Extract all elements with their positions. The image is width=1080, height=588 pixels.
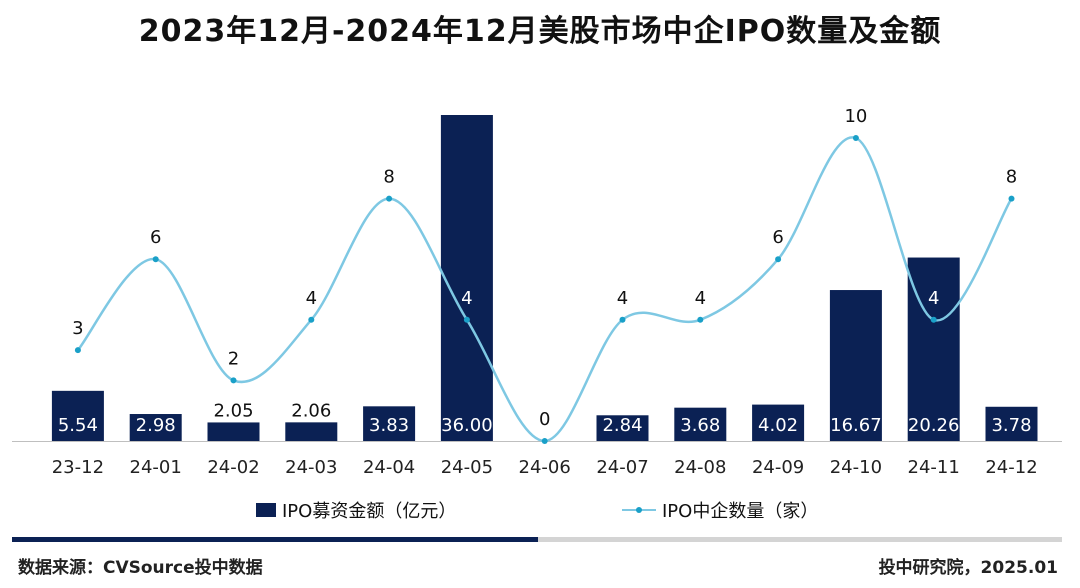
bar-24-09 xyxy=(752,404,805,441)
count-label-24-06: 0 xyxy=(539,409,550,430)
count-point-24-05 xyxy=(463,316,470,323)
x-tick-24-11: 24-11 xyxy=(908,457,960,478)
count-label-24-10: 10 xyxy=(844,106,867,127)
x-tick-24-04: 24-04 xyxy=(363,457,415,478)
bar-label-24-04: 3.83 xyxy=(369,415,409,436)
x-tick-24-06: 24-06 xyxy=(519,457,571,478)
bar-label-24-12: 3.78 xyxy=(991,415,1031,436)
count-point-24-07 xyxy=(619,316,626,323)
x-tick-24-02: 24-02 xyxy=(207,457,259,478)
count-label-24-05: 4 xyxy=(461,288,472,309)
count-point-24-02 xyxy=(230,377,237,384)
x-tick-24-09: 24-09 xyxy=(752,457,804,478)
count-label-24-11: 4 xyxy=(928,288,939,309)
x-tick-23-12: 23-12 xyxy=(52,457,104,478)
count-label-24-02: 2 xyxy=(228,348,239,369)
bar-label-24-01: 2.98 xyxy=(136,415,176,436)
bar-label-23-12: 5.54 xyxy=(58,415,98,436)
footer-rule-dark xyxy=(12,537,538,542)
legend-label-count: IPO中企数量（家） xyxy=(662,501,819,522)
bar-label-24-05: 36.00 xyxy=(441,415,493,436)
x-tick-24-07: 24-07 xyxy=(596,457,648,478)
count-label-24-09: 6 xyxy=(772,227,783,248)
bar-24-02 xyxy=(207,422,260,441)
bar-24-11 xyxy=(907,257,960,441)
count-label-24-03: 4 xyxy=(306,288,317,309)
bar-label-24-10: 16.67 xyxy=(830,415,882,436)
count-point-24-10 xyxy=(852,135,859,141)
legend-line-swatch xyxy=(622,503,656,517)
bar-23-12 xyxy=(51,390,104,441)
bar-label-24-09: 4.02 xyxy=(758,415,798,436)
count-point-24-12 xyxy=(1008,195,1015,202)
footer-rule-light xyxy=(538,537,1062,542)
count-point-24-11 xyxy=(930,316,937,323)
count-point-24-01 xyxy=(152,256,159,263)
bar-series xyxy=(51,115,1038,441)
x-tick-24-01: 24-01 xyxy=(130,457,182,478)
count-point-24-03 xyxy=(308,316,315,323)
count-label-24-08: 4 xyxy=(695,288,706,309)
bar-24-04 xyxy=(363,406,416,441)
bar-label-24-03: 2.06 xyxy=(291,400,331,421)
credit-note: 投中研究院，2025.01 xyxy=(878,558,1058,578)
count-label-23-12: 3 xyxy=(72,318,83,339)
legend-item-count: IPO中企数量（家） xyxy=(622,497,818,523)
bar-24-10 xyxy=(829,290,882,441)
x-tick-24-08: 24-08 xyxy=(674,457,726,478)
x-tick-24-03: 24-03 xyxy=(285,457,337,478)
chart-title: 2023年12月-2024年12月美股市场中企IPO数量及金额 xyxy=(138,14,942,49)
count-label-24-12: 8 xyxy=(1006,167,1017,188)
count-point-24-08 xyxy=(697,316,704,323)
count-point-24-06 xyxy=(541,438,548,444)
source-note: 数据来源：CVSource投中数据 xyxy=(18,558,263,578)
bar-24-07 xyxy=(596,415,649,441)
legend-bar-swatch xyxy=(256,503,276,517)
bar-24-12 xyxy=(985,406,1038,441)
count-label-24-04: 8 xyxy=(383,167,394,188)
count-label-24-07: 4 xyxy=(617,288,628,309)
bar-24-01 xyxy=(129,414,182,441)
bar-label-24-08: 3.68 xyxy=(680,415,720,436)
line-series xyxy=(74,135,1015,444)
count-point-23-12 xyxy=(74,347,81,354)
x-tick-24-12: 24-12 xyxy=(985,457,1037,478)
legend-label-funding: IPO募资金额（亿元） xyxy=(282,501,457,522)
x-tick-24-05: 24-05 xyxy=(441,457,493,478)
count-point-24-04 xyxy=(386,195,393,202)
count-point-24-09 xyxy=(775,256,782,263)
x-tick-24-10: 24-10 xyxy=(830,457,882,478)
count-label-24-01: 6 xyxy=(150,227,161,248)
bar-label-24-02: 2.05 xyxy=(213,400,253,421)
bar-24-08 xyxy=(674,407,727,441)
legend-item-funding: IPO募资金额（亿元） xyxy=(256,497,456,523)
bar-label-24-07: 2.84 xyxy=(602,415,642,436)
bar-24-03 xyxy=(285,422,338,441)
bar-label-24-11: 20.26 xyxy=(908,415,960,436)
x-axis-ticks: 23-12 24-01 24-02 24-03 24-04 24-05 24-06 24-07… xyxy=(52,457,1038,478)
bar-24-05 xyxy=(440,115,493,441)
data-labels: 5.54 2.98 2.05 2.06 3.83 36.00 2.84 3.68 4.02 16.… xyxy=(58,106,1032,436)
